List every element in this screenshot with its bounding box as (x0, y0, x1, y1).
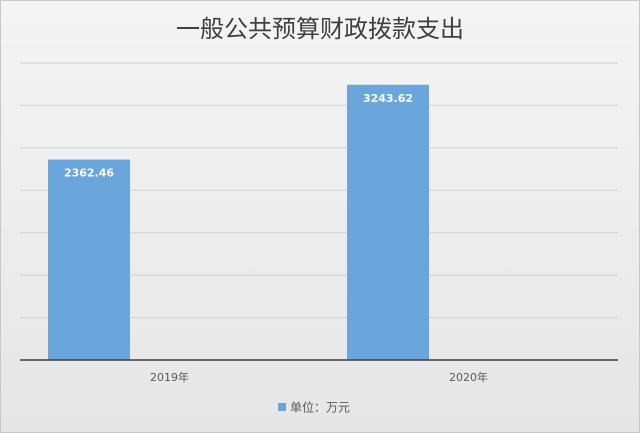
x-tick-label: 2020年 (449, 370, 488, 384)
data-label: 2362.46 (64, 167, 114, 180)
bar (347, 84, 429, 360)
bar (48, 159, 130, 360)
data-label: 3243.62 (363, 92, 413, 105)
chart-title: 一般公共预算财政拨款支出 (176, 15, 464, 43)
x-tick-label: 2019年 (150, 370, 189, 384)
legend-label: 单位：万元 (290, 400, 350, 415)
legend-swatch (278, 403, 286, 411)
